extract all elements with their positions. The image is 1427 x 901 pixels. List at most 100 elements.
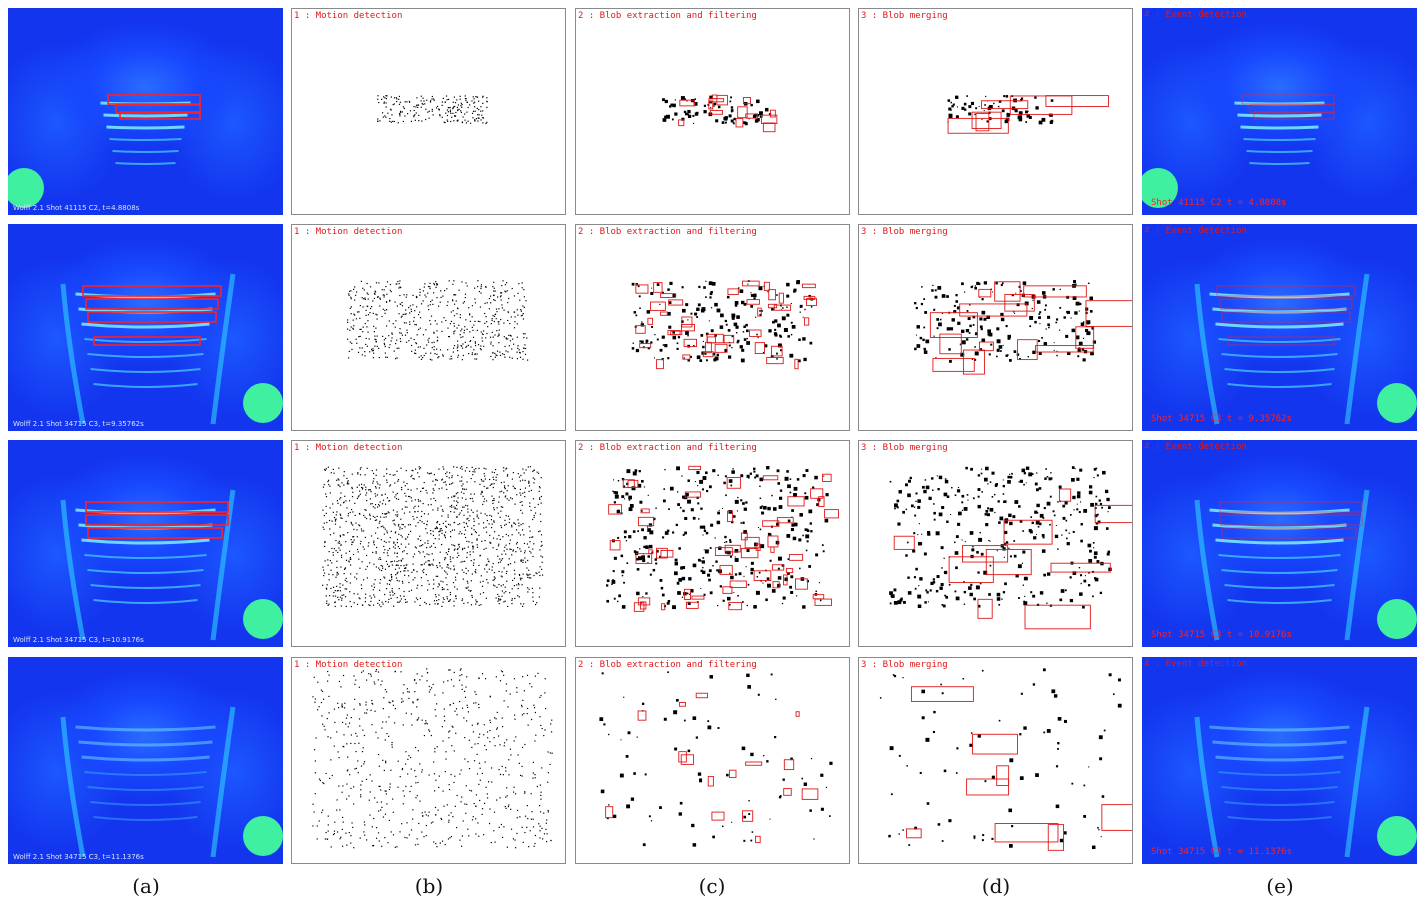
blob-box bbox=[981, 100, 1029, 110]
blob-box bbox=[893, 535, 915, 550]
blob-box bbox=[605, 806, 614, 819]
blob-box bbox=[1050, 562, 1111, 573]
detection-box bbox=[1253, 111, 1335, 120]
blob-box bbox=[735, 118, 744, 128]
blob-box bbox=[741, 532, 748, 541]
detection-box bbox=[87, 311, 217, 323]
heat-stripe bbox=[1209, 292, 1350, 299]
motion-panel: 1 : Motion detection bbox=[291, 440, 566, 647]
blob-box bbox=[709, 109, 723, 115]
blob-box bbox=[971, 111, 1002, 129]
heat-stripe bbox=[75, 725, 216, 732]
blob-box bbox=[716, 94, 728, 106]
blob-box bbox=[640, 508, 650, 514]
blob-box bbox=[742, 280, 760, 287]
blob-box bbox=[680, 754, 694, 765]
blob-box bbox=[753, 570, 772, 582]
blob-box bbox=[785, 568, 794, 574]
heat-stripe bbox=[81, 538, 210, 545]
blob-box bbox=[824, 509, 839, 519]
merge-panel: 3 : Blob merging bbox=[858, 224, 1133, 431]
blob-box bbox=[633, 602, 645, 612]
blob-box bbox=[640, 601, 647, 610]
motion-panel: 1 : Motion detection bbox=[291, 8, 566, 215]
blob-box bbox=[705, 341, 712, 354]
event-detection-frame: 4 : Event detection Shot 41115 C2 t = 4.8… bbox=[1142, 8, 1417, 215]
blob-box bbox=[708, 100, 714, 110]
heat-stripe bbox=[84, 554, 207, 559]
heat-stripe bbox=[1221, 786, 1338, 791]
stage-label: 2 : Blob extraction and filtering bbox=[578, 227, 757, 237]
blob-box bbox=[966, 778, 1010, 796]
blob-box bbox=[685, 601, 699, 609]
heat-stripe bbox=[1237, 113, 1322, 118]
blob-box bbox=[744, 536, 760, 549]
blob-box bbox=[801, 788, 819, 800]
blob-box bbox=[702, 351, 714, 358]
blob-box bbox=[647, 317, 654, 325]
detection-box bbox=[1219, 514, 1363, 526]
blob-box bbox=[770, 546, 775, 553]
blob-box bbox=[727, 288, 739, 295]
detection-box bbox=[119, 111, 201, 120]
blob-box bbox=[772, 581, 780, 589]
blob-box bbox=[978, 341, 994, 352]
blob-box bbox=[975, 113, 990, 132]
blob-box bbox=[814, 598, 832, 606]
stage-label: 1 : Motion detection bbox=[294, 443, 403, 453]
detection-box bbox=[115, 104, 201, 114]
detection-box bbox=[1221, 527, 1357, 539]
heat-stripe bbox=[93, 599, 198, 604]
stage-label: 3 : Blob merging bbox=[861, 660, 948, 670]
heat-stripe bbox=[115, 162, 176, 165]
hot-spot bbox=[243, 599, 283, 639]
blob-box bbox=[719, 564, 733, 575]
heat-stripe bbox=[84, 771, 207, 776]
blob-box bbox=[1094, 504, 1132, 524]
blob-box bbox=[762, 475, 779, 481]
frame-caption: Shot 34715 C3 t = 11.1376s bbox=[1151, 847, 1292, 857]
heat-stripe bbox=[1215, 755, 1344, 762]
stage-label: 1 : Motion detection bbox=[294, 227, 403, 237]
heat-stripe bbox=[75, 508, 216, 515]
heat-stripe bbox=[1209, 725, 1350, 732]
hot-spot bbox=[1377, 816, 1417, 856]
blob-box bbox=[760, 114, 778, 124]
blob-box bbox=[727, 510, 734, 522]
blob-box bbox=[948, 556, 994, 584]
stage-label: 4 : Event detection bbox=[1144, 10, 1247, 20]
heat-stripe bbox=[1246, 150, 1313, 153]
blob-box bbox=[707, 775, 714, 787]
hot-spot bbox=[1377, 599, 1417, 639]
blob-box bbox=[749, 329, 762, 337]
blob-box bbox=[711, 811, 725, 821]
detection-box bbox=[87, 527, 223, 539]
heat-stripe bbox=[109, 138, 182, 141]
blob-box bbox=[801, 283, 816, 289]
heat-stripe bbox=[81, 755, 210, 762]
detection-box bbox=[85, 514, 229, 526]
frame-caption: Wolff 2.1 Shot 34715 C3, t=11.1376s bbox=[13, 853, 144, 861]
blob-box bbox=[959, 303, 1028, 317]
camera-frame: Wolff 2.1 Shot 34715 C3, t=9.35762s bbox=[8, 224, 283, 431]
motion-panel: 1 : Motion detection bbox=[291, 224, 566, 431]
blob-box bbox=[1035, 345, 1094, 353]
frame-caption: Wolff 2.1 Shot 34715 C3, t=9.35762s bbox=[13, 420, 144, 428]
heat-stripe bbox=[78, 740, 213, 747]
stage-label: 3 : Blob merging bbox=[861, 443, 948, 453]
heat-stripe bbox=[81, 322, 210, 329]
blob-box bbox=[1003, 519, 1053, 545]
blob-box bbox=[755, 835, 761, 843]
heat-stripe bbox=[106, 125, 185, 130]
blob-box bbox=[795, 578, 808, 590]
blob-box bbox=[609, 540, 621, 551]
heat-stripe bbox=[1212, 523, 1347, 530]
hot-spot bbox=[243, 383, 283, 423]
stage-label: 4 : Event detection bbox=[1144, 442, 1247, 452]
blob-box bbox=[783, 574, 788, 586]
blob-box bbox=[773, 304, 792, 311]
blob-box bbox=[637, 710, 647, 721]
blob-box bbox=[763, 281, 770, 291]
frame-caption: Wolff 2.1 Shot 34715 C3, t=10.9176s bbox=[13, 636, 144, 644]
heat-stripe bbox=[1215, 322, 1344, 329]
